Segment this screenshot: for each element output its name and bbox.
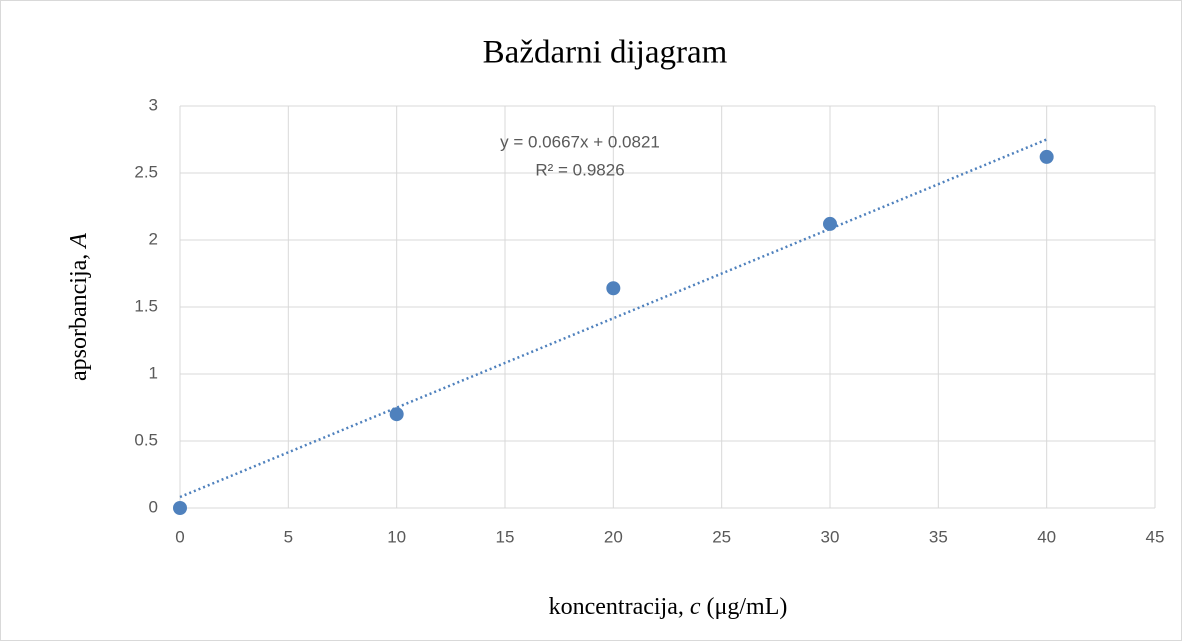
x-tick-label: 0 xyxy=(175,527,184,546)
y-tick-label: 1 xyxy=(149,363,158,382)
x-tick-label: 35 xyxy=(929,527,948,546)
data-point xyxy=(823,216,837,231)
x-tick-label: 40 xyxy=(1037,527,1056,546)
x-tick-label: 25 xyxy=(712,527,731,546)
y-tick-label: 0 xyxy=(149,497,158,516)
data-point xyxy=(389,407,404,422)
y-tick-label: 2.5 xyxy=(134,162,158,181)
x-tick-label: 20 xyxy=(604,527,623,546)
x-tick-label: 15 xyxy=(496,527,515,546)
x-label-part: (μg/mL) xyxy=(701,594,788,620)
x-tick-label: 45 xyxy=(1146,527,1165,546)
trendline-equation: y = 0.0667x + 0.0821 xyxy=(500,132,660,151)
x-tick-label: 30 xyxy=(821,527,840,546)
y-tick-label: 1.5 xyxy=(134,296,158,315)
data-point xyxy=(173,501,187,515)
x-tick-label: 5 xyxy=(284,527,293,546)
data-point xyxy=(606,281,621,296)
x-label-part: c xyxy=(690,594,701,620)
y-tick-label: 3 xyxy=(149,95,158,114)
y-tick-label: 2 xyxy=(149,229,158,248)
y-tick-label: 0.5 xyxy=(134,430,158,449)
y-label-part: apsorbancija, xyxy=(66,248,92,381)
chart-title: Baždarni dijagram xyxy=(483,35,728,71)
y-label-part: A xyxy=(66,233,92,250)
trendline xyxy=(179,138,1048,499)
data-point xyxy=(1039,149,1054,164)
x-tick-label: 10 xyxy=(387,527,406,546)
y-axis-label: apsorbancija, A xyxy=(66,233,92,381)
x-axis-label: koncentracija, c (μg/mL) xyxy=(549,594,788,620)
x-label-part: koncentracija, xyxy=(549,594,690,620)
trendline-r-squared: R² = 0.9826 xyxy=(535,160,624,179)
